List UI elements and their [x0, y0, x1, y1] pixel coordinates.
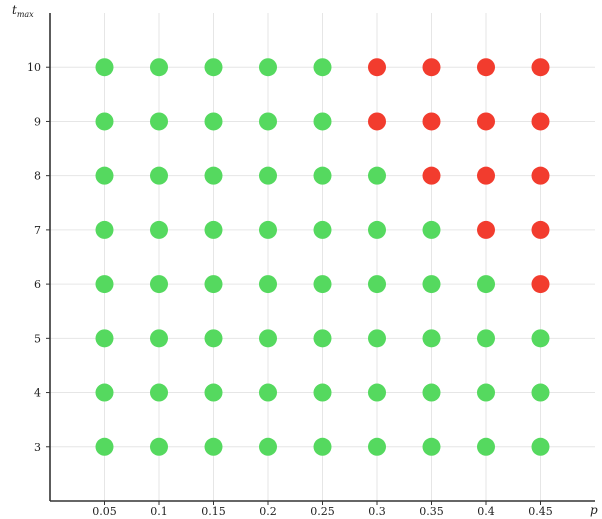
green-point: [95, 112, 114, 131]
green-point: [422, 383, 441, 402]
green-point: [204, 329, 223, 348]
green-point: [95, 275, 114, 294]
green-point: [204, 383, 223, 402]
red-point: [422, 112, 441, 131]
green-point: [150, 383, 168, 402]
red-point: [477, 58, 495, 77]
red-point: [477, 220, 495, 239]
red-point: [422, 166, 441, 185]
green-point: [313, 166, 332, 185]
green-point: [422, 220, 441, 239]
y-axis-label-main: t: [12, 3, 17, 17]
green-point: [368, 329, 386, 348]
y-tick-label: 6: [34, 278, 41, 291]
x-tick-label: 0.3: [368, 505, 386, 518]
x-tick-label: 0.25: [310, 505, 335, 518]
green-point: [422, 275, 441, 294]
green-point: [259, 58, 277, 77]
green-point: [95, 329, 114, 348]
ticks: 0.05 0.1 0.15 0.2 0.25 0.3 0.35 0.4 0.45 3 4 5 6 7 8 9 1…: [27, 61, 553, 518]
green-point: [313, 58, 332, 77]
green-point: [477, 329, 495, 348]
green-point: [95, 220, 114, 239]
green-point: [259, 166, 277, 185]
green-point: [95, 58, 114, 77]
green-point: [95, 437, 114, 456]
green-point: [422, 329, 441, 348]
green-point: [259, 275, 277, 294]
green-point: [259, 220, 277, 239]
green-point: [313, 437, 332, 456]
green-point: [150, 275, 168, 294]
green-point: [150, 220, 168, 239]
green-point: [204, 275, 223, 294]
y-axis-label-sub: max: [17, 10, 34, 19]
green-point: [368, 166, 386, 185]
red-point: [422, 58, 441, 77]
green-point: [150, 166, 168, 185]
green-point: [259, 112, 277, 131]
red-point: [531, 166, 550, 185]
green-point: [204, 58, 223, 77]
green-point: [204, 220, 223, 239]
y-tick-label: 4: [34, 387, 41, 400]
green-point: [313, 220, 332, 239]
red-point: [368, 58, 386, 77]
x-tick-label: 0.45: [528, 505, 553, 518]
green-point: [259, 383, 277, 402]
red-point: [531, 275, 550, 294]
green-point: [313, 112, 332, 131]
y-axis-label: tmax: [12, 3, 34, 19]
green-point: [531, 329, 550, 348]
green-point: [259, 437, 277, 456]
green-point: [95, 166, 114, 185]
red-point: [477, 166, 495, 185]
green-point: [531, 437, 550, 456]
red-point: [477, 112, 495, 131]
green-point: [477, 275, 495, 294]
red-point: [531, 112, 550, 131]
y-tick-label: 5: [34, 332, 41, 345]
x-tick-label: 0.15: [201, 505, 226, 518]
y-tick-label: 7: [34, 224, 41, 237]
x-tick-label: 0.2: [259, 505, 277, 518]
green-point: [313, 329, 332, 348]
green-point: [313, 275, 332, 294]
green-point: [368, 383, 386, 402]
green-point: [259, 329, 277, 348]
green-point: [477, 383, 495, 402]
green-point: [204, 112, 223, 131]
green-point: [150, 329, 168, 348]
green-point: [477, 437, 495, 456]
data-points: [95, 58, 550, 456]
x-tick-label: 0.4: [477, 505, 495, 518]
red-point: [531, 220, 550, 239]
green-point: [368, 437, 386, 456]
green-point: [368, 220, 386, 239]
y-tick-label: 9: [34, 115, 41, 128]
green-point: [204, 437, 223, 456]
x-tick-label: 0.05: [92, 505, 117, 518]
green-point: [531, 383, 550, 402]
green-point: [204, 166, 223, 185]
y-tick-label: 10: [27, 61, 41, 74]
green-point: [150, 58, 168, 77]
green-point: [150, 112, 168, 131]
x-axis-label: p: [590, 503, 598, 517]
green-point: [150, 437, 168, 456]
grid: [50, 13, 595, 501]
green-point: [368, 275, 386, 294]
green-point: [95, 383, 114, 402]
x-tick-label: 0.1: [150, 505, 168, 518]
red-point: [368, 112, 386, 131]
y-tick-label: 8: [34, 170, 41, 183]
green-point: [422, 437, 441, 456]
red-point: [531, 58, 550, 77]
green-point: [313, 383, 332, 402]
x-tick-label: 0.35: [419, 505, 444, 518]
y-tick-label: 3: [34, 441, 41, 454]
